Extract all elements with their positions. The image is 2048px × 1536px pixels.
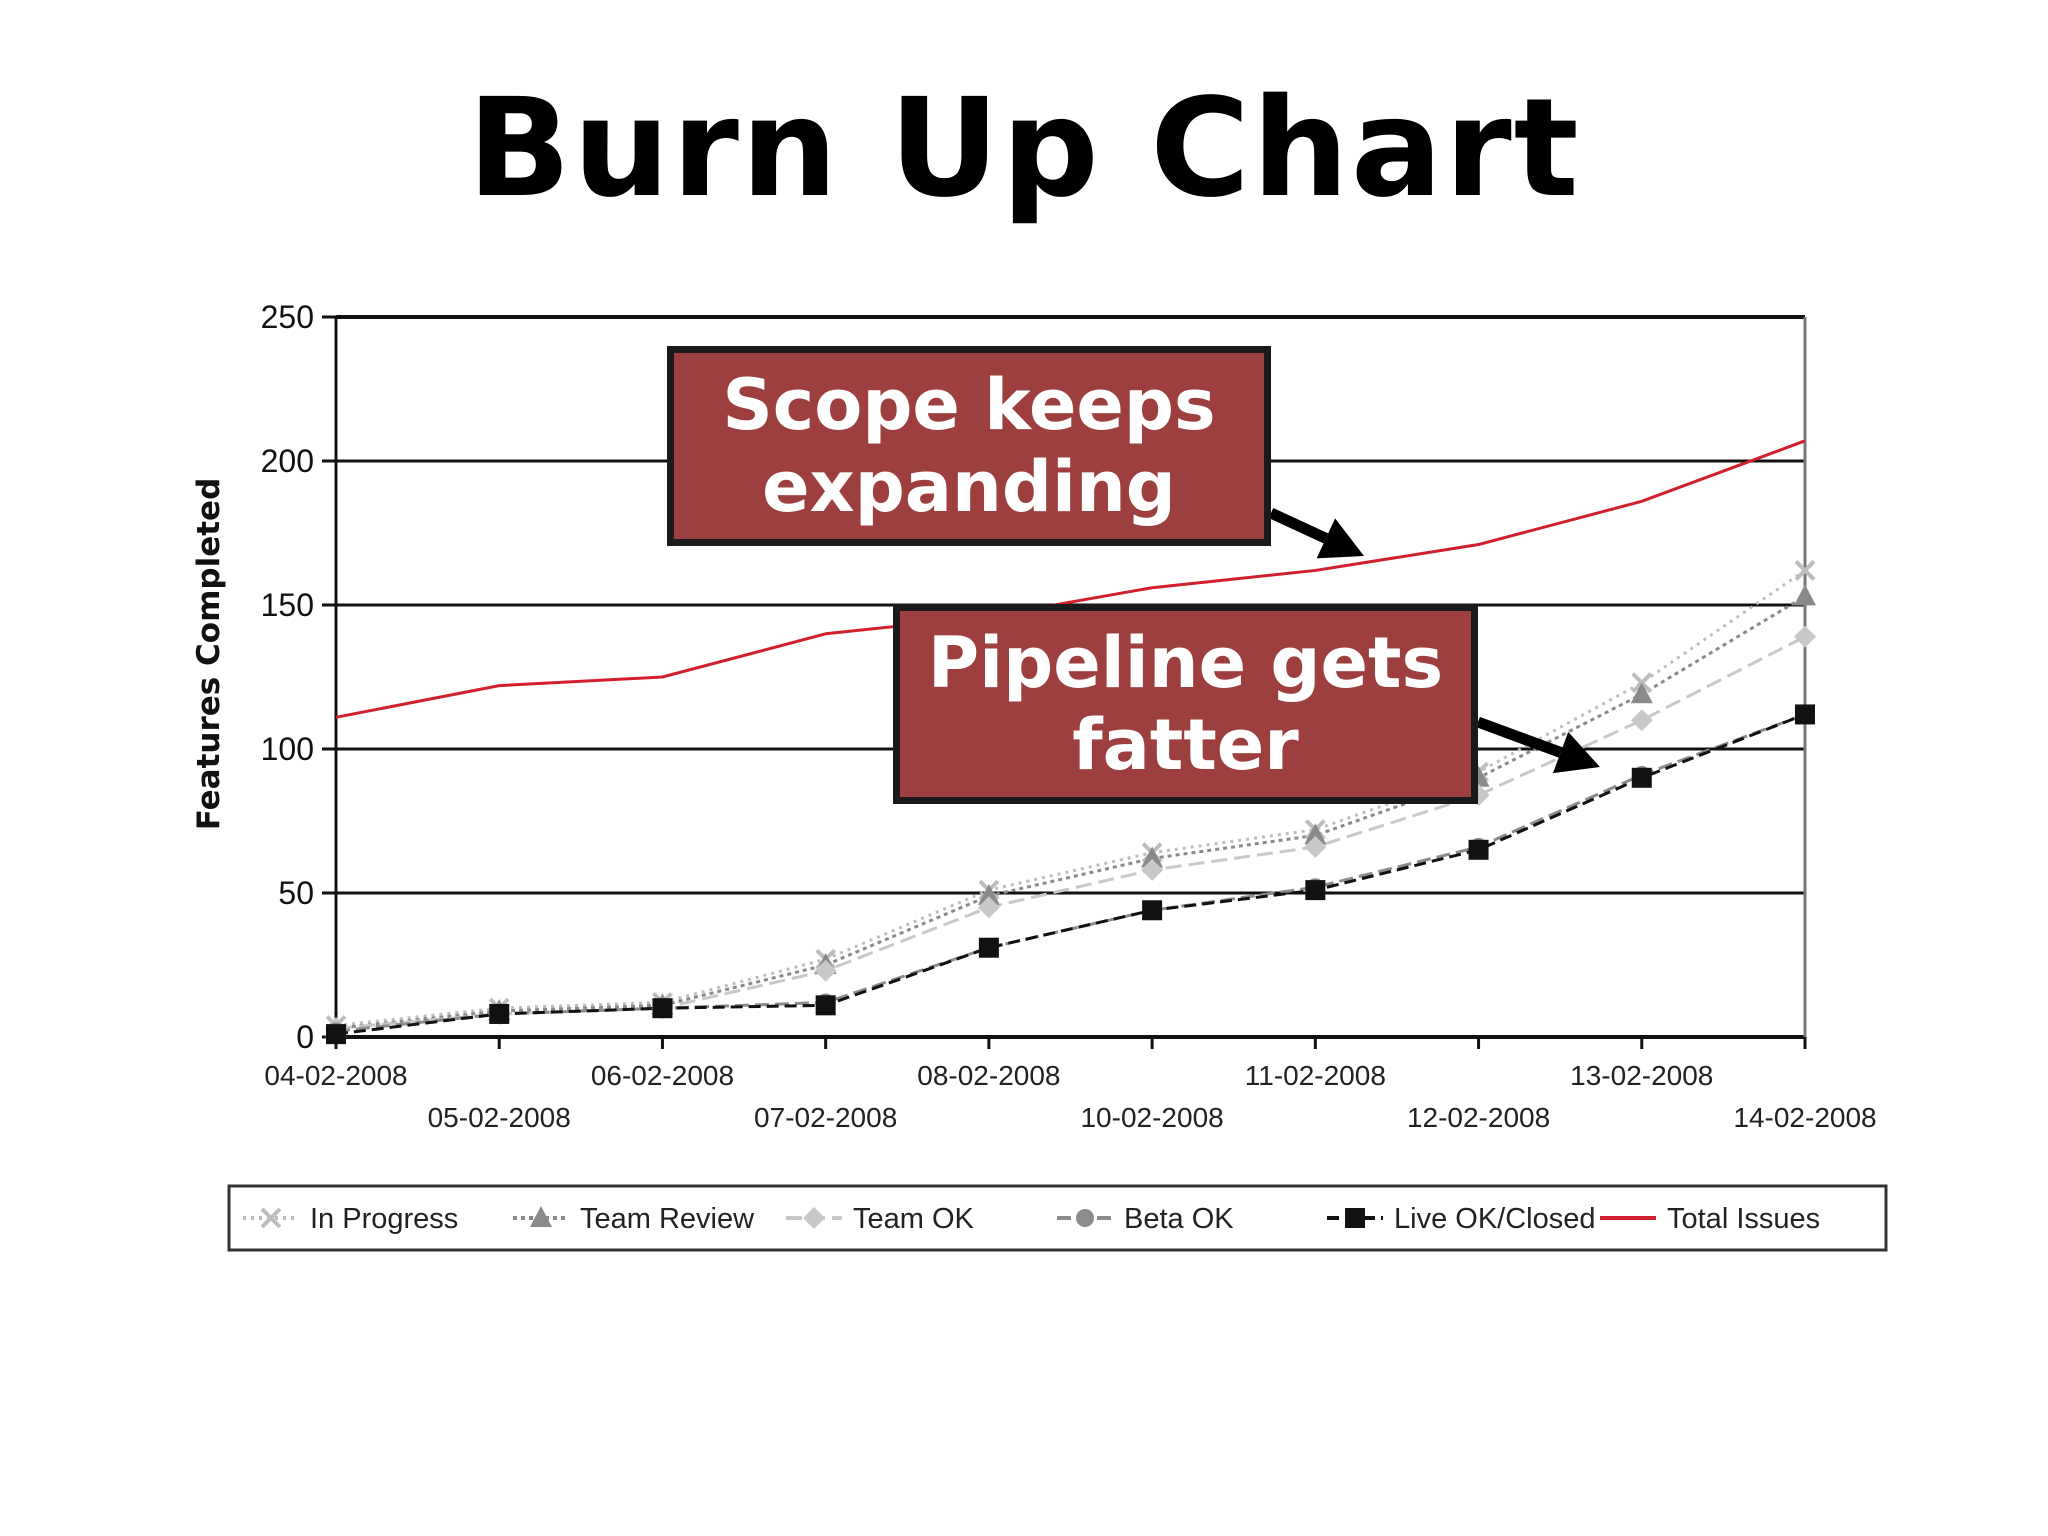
x-tick-label-04-02-2008: 04-02-2008 [264, 1060, 407, 1091]
y-tick-label-0: 0 [296, 1019, 314, 1055]
callout-arrows [1268, 508, 1600, 774]
axes [322, 315, 1807, 1049]
x-tick-label-12-02-2008: 12-02-2008 [1407, 1102, 1550, 1133]
legend-label-in-progress: In Progress [310, 1203, 458, 1235]
legend-label-total-issues: Total Issues [1667, 1203, 1820, 1235]
series-lines [335, 439, 1806, 1036]
point-live-ok-closed-2 [652, 998, 673, 1019]
legend-marker-live-ok-closed [1345, 1208, 1365, 1228]
legend-label-live-ok-closed: Live OK/Closed [1394, 1203, 1596, 1235]
point-team-review-9 [1794, 584, 1816, 606]
y-tick-label-200: 200 [261, 443, 314, 479]
point-team-review-8 [1630, 682, 1653, 704]
slide-title: Burn Up Chart [467, 70, 1581, 228]
point-team-review-5 [1141, 846, 1164, 868]
arrow-pipeline [1476, 716, 1600, 774]
legend-marker-beta-ok [1076, 1209, 1094, 1227]
series-markers [325, 560, 1816, 1045]
legend-marker-team-ok [803, 1207, 825, 1229]
point-team-ok-4 [977, 896, 1000, 919]
point-team-ok-9 [1794, 625, 1816, 648]
x-tick-label-08-02-2008: 08-02-2008 [917, 1060, 1060, 1091]
legend-label-team-ok: Team OK [853, 1203, 975, 1235]
point-live-ok-closed-4 [978, 937, 999, 958]
point-live-ok-closed-3 [815, 995, 836, 1016]
arrow-scope [1268, 508, 1364, 559]
x-tick-labels: 04-02-2008 05-02-2008 06-02-2008 07-02-2008… [264, 1060, 1876, 1133]
point-team-ok-6 [1304, 835, 1327, 858]
x-tick-label-05-02-2008: 05-02-2008 [428, 1102, 571, 1133]
point-live-ok-closed-0 [326, 1024, 346, 1045]
point-team-ok-3 [814, 959, 837, 982]
point-live-ok-closed-5 [1142, 900, 1163, 921]
y-tick-label-250: 250 [261, 299, 314, 335]
point-live-ok-closed-7 [1468, 839, 1489, 860]
y-tick-labels: 0 50 100 150 200 250 [261, 299, 314, 1055]
callout-pipeline-fatter: Pipeline gets fatter [893, 604, 1478, 804]
x-tick-label-07-02-2008: 07-02-2008 [754, 1102, 897, 1133]
legend: In Progress Team Review Team OK Beta OK Live… [227, 1184, 1888, 1252]
y-tick-label-50: 50 [278, 875, 314, 911]
point-team-review-4 [977, 883, 1000, 905]
legend-label-team-review: Team Review [580, 1203, 755, 1235]
x-tick-label-11-02-2008: 11-02-2008 [1245, 1060, 1386, 1091]
point-live-ok-closed-6 [1305, 880, 1326, 901]
x-tick-label-14-02-2008: 14-02-2008 [1733, 1102, 1876, 1133]
point-live-ok-closed-9 [1795, 704, 1815, 725]
x-tick-label-13-02-2008: 13-02-2008 [1570, 1060, 1713, 1091]
point-in-progress-9 [1794, 560, 1816, 581]
point-team-ok-8 [1630, 709, 1653, 732]
series-line-live-ok-closed [335, 713, 1806, 1036]
point-live-ok-closed-8 [1631, 767, 1652, 788]
x-tick-label-06-02-2008: 06-02-2008 [591, 1060, 734, 1091]
x-tick-label-10-02-2008: 10-02-2008 [1080, 1102, 1223, 1133]
legend-marker-team-review [530, 1206, 552, 1227]
point-team-ok-5 [1141, 858, 1164, 881]
y-axis-label: Features Completed [191, 478, 227, 831]
y-tick-label-150: 150 [261, 587, 314, 623]
callout-scope-expanding: Scope keeps expanding [667, 346, 1271, 546]
legend-label-beta-ok: Beta OK [1124, 1203, 1234, 1235]
legend-marker-in-progress [260, 1207, 282, 1229]
y-tick-label-100: 100 [261, 731, 314, 767]
point-team-review-6 [1304, 823, 1327, 845]
series-line-total-issues [335, 439, 1806, 719]
point-live-ok-closed-1 [489, 1003, 510, 1024]
